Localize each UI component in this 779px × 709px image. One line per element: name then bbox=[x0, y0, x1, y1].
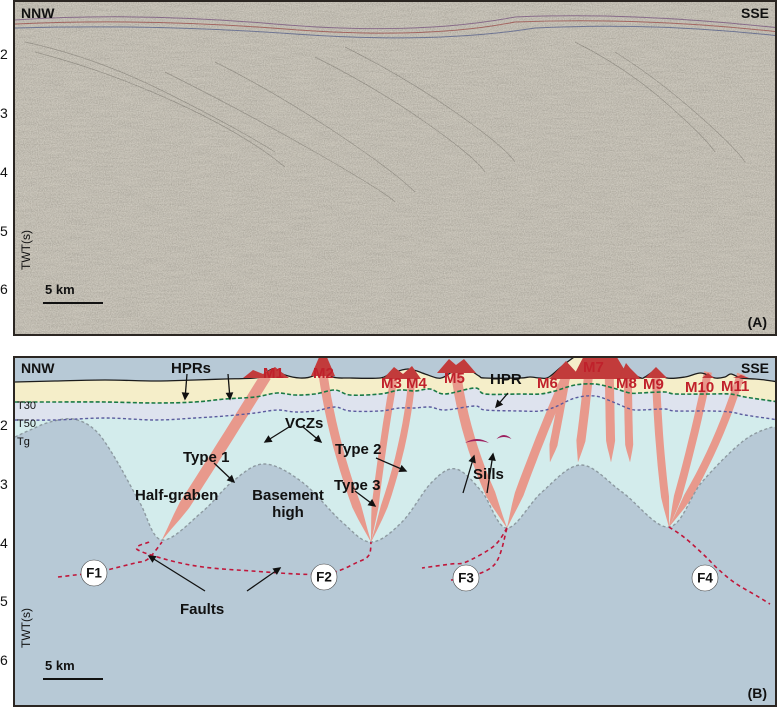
svg-text:F1: F1 bbox=[86, 566, 102, 581]
svg-text:F3: F3 bbox=[458, 571, 474, 586]
svg-text:F2: F2 bbox=[316, 570, 332, 585]
svg-text:F4: F4 bbox=[697, 571, 713, 586]
